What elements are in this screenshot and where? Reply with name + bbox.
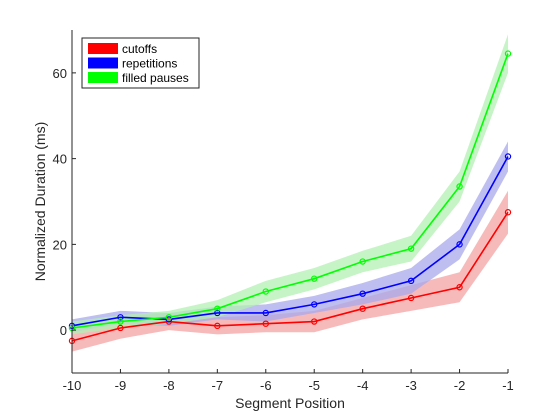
series-lines	[71, 53, 509, 342]
x-tick-label: -2	[454, 378, 466, 393]
point-filled-pauses	[456, 183, 463, 190]
y-axis-label: Normalized Duration (ms)	[32, 122, 48, 281]
x-tick-label: -10	[63, 378, 82, 393]
legend-label: cutoffs	[122, 42, 157, 56]
point-cutoffs	[117, 324, 124, 332]
x-tick-label: -5	[308, 378, 320, 393]
y-tick-label: 60	[53, 66, 67, 81]
point-repetitions	[407, 277, 415, 285]
band-filled-pauses	[72, 34, 508, 335]
line-cutoffs	[71, 211, 509, 342]
point-cutoffs	[311, 318, 318, 325]
point-filled-pauses	[262, 288, 269, 295]
legend-label: filled pauses	[122, 71, 189, 85]
y-tick-label: 20	[53, 237, 67, 252]
y-tick-label: 40	[53, 152, 67, 167]
x-axis-label: Segment Position	[235, 395, 345, 411]
line-filled-pauses	[71, 53, 509, 329]
legend-swatch	[88, 72, 118, 83]
point-cutoffs	[504, 209, 512, 216]
legend-label: repetitions	[122, 57, 177, 71]
point-filled-pauses	[504, 50, 512, 57]
y-tick-label: 0	[60, 323, 67, 338]
point-filled-pauses	[311, 275, 318, 282]
point-repetitions	[456, 241, 463, 248]
point-repetitions	[117, 314, 124, 321]
point-cutoffs	[407, 294, 415, 302]
x-tick-label: -4	[357, 378, 369, 393]
legend-swatch	[88, 57, 118, 69]
x-tick-label: -1	[502, 378, 514, 393]
point-repetitions	[165, 316, 173, 323]
point-filled-pauses	[359, 258, 366, 265]
x-tick-label: -3	[405, 378, 417, 393]
point-cutoffs	[359, 305, 366, 312]
point-cutoffs	[456, 284, 463, 291]
point-repetitions	[504, 153, 512, 160]
point-repetitions	[262, 309, 269, 317]
point-repetitions	[359, 290, 366, 297]
x-tick-label: -8	[163, 378, 175, 393]
point-filled-pauses	[165, 314, 173, 321]
point-filled-pauses	[214, 305, 221, 312]
x-tick-label: -7	[212, 378, 224, 393]
legend-swatch	[88, 43, 118, 54]
point-repetitions	[214, 309, 221, 317]
point-filled-pauses	[117, 318, 124, 325]
x-tick-label: -9	[115, 378, 127, 393]
point-repetitions	[311, 301, 318, 308]
point-cutoffs	[165, 318, 173, 325]
axes	[71, 30, 509, 374]
band-cutoffs	[72, 190, 508, 352]
point-filled-pauses	[407, 245, 415, 252]
point-cutoffs	[262, 320, 269, 327]
line-repetitions	[71, 156, 509, 327]
x-tick-label: -6	[260, 378, 272, 393]
point-cutoffs	[214, 322, 221, 330]
